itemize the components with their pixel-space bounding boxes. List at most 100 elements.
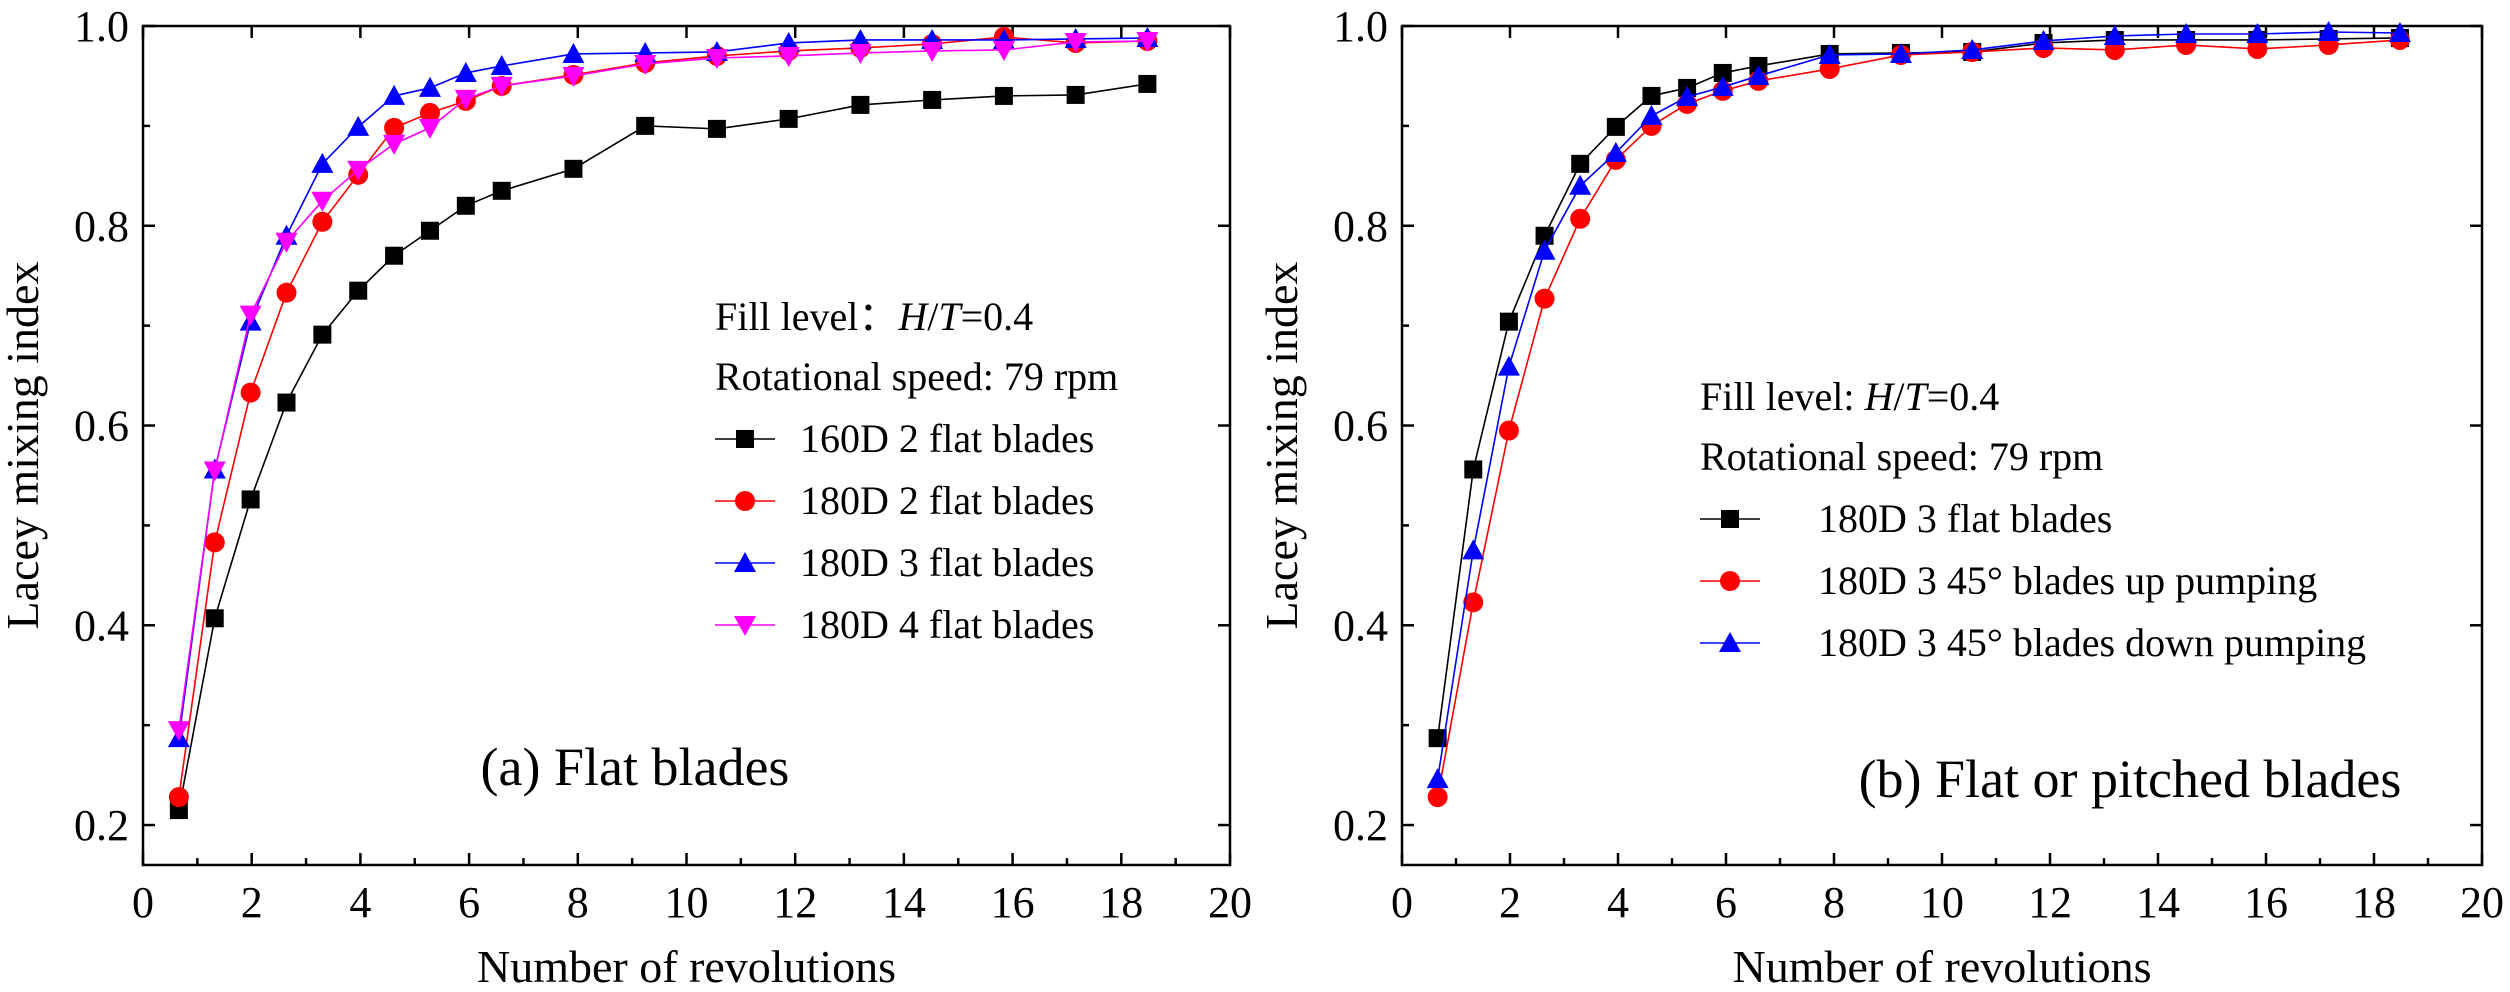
x-tick-label: 8: [567, 878, 589, 927]
chart-panel-b: 0 2 4 6 8 10 12 14 16 18 20 0.2 0.4 0.6 0.8 1.0 Number o…: [1256, 2, 2504, 992]
data-point: [562, 66, 585, 87]
data-point: [239, 305, 262, 326]
data-point: [2388, 21, 2411, 42]
data-point: [1498, 420, 1519, 441]
data-point: [420, 221, 439, 240]
data-point: [851, 95, 870, 114]
legend-marker: [1719, 632, 1741, 652]
legend-entry: 180D 2 flat blades: [800, 478, 1094, 523]
x-tick-label: 14: [882, 878, 926, 927]
y-tick-label: 0.4: [1333, 601, 1388, 650]
data-point: [1136, 31, 1159, 52]
data-point: [1535, 226, 1554, 245]
data-point: [1640, 104, 1663, 125]
data-point: [992, 40, 1015, 61]
data-point: [2103, 24, 2126, 45]
data-point: [419, 102, 440, 123]
x-tick-label: 10: [1920, 878, 1964, 927]
data-point: [1818, 43, 1841, 64]
x-tick-label: 8: [1823, 878, 1845, 927]
series-2: [1426, 20, 2411, 789]
data-point: [994, 86, 1013, 105]
data-point: [418, 76, 441, 97]
data-point: [1711, 75, 1734, 96]
data-point: [456, 196, 475, 215]
legend-rotational-speed: Rotational speed: 79 rpm: [715, 354, 1118, 399]
x-tick-label: 4: [1607, 878, 1629, 927]
data-point: [349, 281, 368, 300]
data-point: [275, 232, 298, 253]
x-tick-label: 6: [458, 878, 480, 927]
x-tick-label: 2: [1499, 878, 1521, 927]
data-point: [167, 721, 190, 742]
data-point: [849, 43, 872, 64]
legend-rotational-speed: Rotational speed: 79 rpm: [1700, 434, 2103, 479]
data-point: [240, 382, 261, 403]
x-tick-label: 12: [773, 878, 817, 927]
data-point: [454, 89, 477, 110]
x-tick-label: 10: [665, 878, 709, 927]
x-tick-label: 12: [2028, 878, 2072, 927]
x-tick-label: 6: [1715, 878, 1737, 927]
data-point: [492, 181, 511, 200]
data-point: [347, 160, 370, 181]
data-point: [923, 90, 942, 109]
data-point: [490, 76, 513, 97]
legend-marker: [734, 552, 756, 572]
legend-fill-level: Fill level: H/T=0.4: [1700, 374, 1999, 419]
series-0: [169, 74, 1157, 820]
data-point: [1464, 460, 1483, 479]
panel-label: (a) Flat blades: [481, 737, 790, 797]
data-point: [1676, 85, 1699, 106]
data-point: [490, 54, 513, 75]
data-point: [1427, 787, 1448, 808]
x-tick-label: 2: [241, 878, 263, 927]
data-point: [1066, 85, 1085, 104]
data-point: [383, 134, 406, 155]
legend-marker: [734, 616, 756, 636]
panel-label: (b) Flat or pitched blades: [1859, 749, 2402, 809]
data-point: [384, 117, 405, 138]
x-axis-title: Number of revolutions: [477, 941, 896, 992]
data-point: [564, 159, 583, 178]
data-point: [276, 282, 297, 303]
data-point: [1570, 208, 1591, 229]
data-point: [2032, 29, 2055, 50]
data-point: [383, 84, 406, 105]
data-point: [385, 246, 404, 265]
legend-entry: 180D 3 flat blades: [800, 540, 1094, 585]
data-point: [312, 211, 333, 232]
data-point: [1462, 539, 1485, 560]
data-point: [1642, 86, 1661, 105]
legend-entry: 180D 3 45° blades down pumping: [1818, 620, 2366, 665]
x-tick-label: 0: [1391, 878, 1413, 927]
data-point: [1571, 154, 1590, 173]
x-tick-label: 0: [132, 878, 154, 927]
x-tick-label: 20: [2460, 878, 2504, 927]
legend: Fill level: H/T=0.4 Rotational speed: 79 …: [1700, 374, 2366, 665]
x-axis-title: Number of revolutions: [1732, 941, 2151, 992]
data-point: [562, 42, 585, 63]
data-point: [1604, 141, 1627, 162]
data-point: [1426, 768, 1449, 789]
y-tick-label: 0.6: [74, 402, 129, 451]
data-point: [1533, 239, 1556, 260]
y-axis-title: Lacey mixing index: [0, 262, 48, 630]
x-tick-label: 16: [2244, 878, 2288, 927]
y-tick-label: 0.8: [1333, 202, 1388, 251]
data-point: [2246, 22, 2269, 43]
data-point: [203, 461, 226, 482]
legend: Fill level：H/T=0.4 Rotational speed: 79 r…: [715, 294, 1118, 647]
data-point: [779, 109, 798, 128]
data-point: [311, 152, 334, 173]
x-tick-label: 14: [2136, 878, 2180, 927]
legend-entry: 160D 2 flat blades: [800, 416, 1094, 461]
data-point: [705, 48, 728, 69]
data-point: [2175, 22, 2198, 43]
legend-marker: [736, 430, 754, 448]
data-point: [1747, 64, 1770, 85]
data-point: [313, 325, 332, 344]
legend-entry: 180D 3 45° blades up pumping: [1818, 558, 2317, 603]
legend-marker: [1721, 510, 1739, 528]
